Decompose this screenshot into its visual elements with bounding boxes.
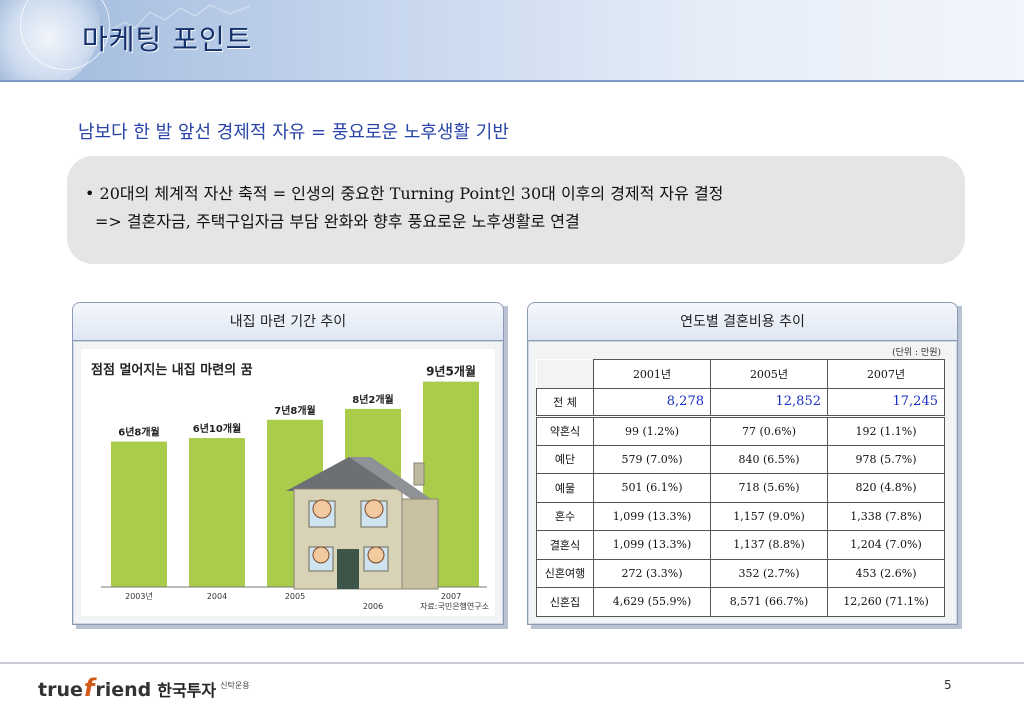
table-cell: 820 (4.8%) bbox=[827, 473, 945, 503]
wedding-cost-panel: 연도별 결혼비용 추이 (단위 : 만원) 2001년 2005년 2007년 … bbox=[527, 302, 958, 625]
row-label: 전 체 bbox=[536, 387, 594, 418]
row-label: 결혼식 bbox=[536, 530, 594, 560]
page-number: 5 bbox=[944, 678, 952, 692]
row-label: 예단 bbox=[536, 444, 594, 474]
table-cell: 1,099 (13.3%) bbox=[593, 530, 711, 560]
x-tick-label: 2007 bbox=[441, 592, 461, 601]
header-band: 마케팅 포인트 bbox=[0, 0, 1024, 82]
total-value: 12,852 bbox=[710, 387, 828, 418]
bar-value-label: 7년8개월 bbox=[274, 404, 316, 417]
year-header: 2001년 bbox=[593, 359, 711, 389]
table-cell: 192 (1.1%) bbox=[827, 416, 945, 446]
callout-line-2: => 결혼자금, 주택구입자금 부담 완화와 향후 풍요로운 노후생활로 연결 bbox=[95, 212, 580, 231]
table-header-row: 2001년 2005년 2007년 bbox=[536, 359, 945, 389]
bar-value-label: 8년2개월 bbox=[352, 393, 394, 406]
table-cell: 501 (6.1%) bbox=[593, 473, 711, 503]
row-label: 신혼여행 bbox=[536, 558, 594, 588]
row-label: 신혼집 bbox=[536, 587, 594, 617]
table-cell: 453 (2.6%) bbox=[827, 558, 945, 588]
x-tick-label: 2003년 bbox=[125, 591, 153, 601]
wedding-cost-table: 2001년 2005년 2007년 전 체 8,278 12,852 17,24… bbox=[536, 359, 945, 617]
callout-line-1: • 20대의 체계적 자산 축적 = 인생의 중요한 Turning Point… bbox=[85, 184, 724, 203]
section-subtitle: 남보다 한 발 앞선 경제적 자유 = 풍요로운 노후생활 기반 bbox=[78, 122, 509, 143]
table-cell: 272 (3.3%) bbox=[593, 558, 711, 588]
table-row: 신혼여행 272 (3.3%) 352 (2.7%) 453 (2.6%) bbox=[536, 558, 945, 588]
table-cell: 1,204 (7.0%) bbox=[827, 530, 945, 560]
table-cell: 77 (0.6%) bbox=[710, 416, 828, 446]
table-cell: 12,260 (71.1%) bbox=[827, 587, 945, 617]
logo-text-true: true bbox=[38, 679, 83, 701]
table-cell: 978 (5.7%) bbox=[827, 444, 945, 474]
year-header: 2007년 bbox=[827, 359, 945, 389]
row-label: 혼수 bbox=[536, 501, 594, 531]
table-cell: 1,157 (9.0%) bbox=[710, 501, 828, 531]
page-title: 마케팅 포인트 bbox=[82, 23, 253, 56]
chart-bar bbox=[189, 438, 245, 587]
table-row: 결혼식 1,099 (13.3%) 1,137 (8.8%) 1,204 (7.… bbox=[536, 530, 945, 560]
table-cell: 1,099 (13.3%) bbox=[593, 501, 711, 531]
footer-divider bbox=[0, 662, 1024, 664]
callout-box: • 20대의 체계적 자산 축적 = 인생의 중요한 Turning Point… bbox=[67, 156, 965, 264]
table-cell: 1,137 (8.8%) bbox=[710, 530, 828, 560]
row-label: 약혼식 bbox=[536, 416, 594, 446]
table-panel-title: 연도별 결혼비용 추이 bbox=[528, 303, 957, 341]
table-cell: 840 (6.5%) bbox=[710, 444, 828, 474]
chart-title: 점점 멀어지는 내집 마련의 꿈 bbox=[91, 363, 253, 378]
table-row: 예단 579 (7.0%) 840 (6.5%) 978 (5.7%) bbox=[536, 444, 945, 474]
house-illustration bbox=[286, 457, 439, 590]
chart-panel-body: 점점 멀어지는 내집 마련의 꿈 bbox=[73, 341, 503, 624]
table-row: 혼수 1,099 (13.3%) 1,157 (9.0%) 1,338 (7.8… bbox=[536, 501, 945, 531]
chart-bar bbox=[111, 441, 167, 587]
unit-label: (단위 : 만원) bbox=[892, 348, 941, 358]
stock-chart-graphic bbox=[110, 4, 250, 31]
home-buying-period-panel: 내집 마련 기간 추이 점점 멀어지는 내집 마련의 꿈 bbox=[72, 302, 504, 625]
logo-text-f: f bbox=[83, 674, 95, 702]
bar-chart: 2003년 2004 2005 2006 2007 6년8개월 6년10개월 7년8개월 8년… bbox=[101, 364, 487, 611]
chart-panel-title: 내집 마련 기간 추이 bbox=[73, 303, 503, 341]
company-logo: true f riend 한국투자 신탁운용 bbox=[38, 674, 250, 702]
table-row: 예물 501 (6.1%) 718 (5.6%) 820 (4.8%) bbox=[536, 473, 945, 503]
table-cell: 1,338 (7.8%) bbox=[827, 501, 945, 531]
table-cell: 8,571 (66.7%) bbox=[710, 587, 828, 617]
table-corner-cell bbox=[536, 359, 594, 389]
table-cell: 579 (7.0%) bbox=[593, 444, 711, 474]
total-value: 8,278 bbox=[593, 387, 711, 418]
bar-value-label: 6년8개월 bbox=[118, 426, 160, 439]
logo-korean-name: 한국투자 bbox=[157, 681, 217, 700]
table-total-row: 전 체 8,278 12,852 17,245 bbox=[536, 387, 945, 418]
x-tick-label: 2004 bbox=[207, 592, 227, 601]
bar-value-label: 9년5개월 bbox=[426, 364, 476, 379]
table-cell: 4,629 (55.9%) bbox=[593, 587, 711, 617]
x-tick-label: 2005 bbox=[285, 592, 305, 601]
logo-text-riend: riend bbox=[95, 679, 152, 701]
row-label: 예물 bbox=[536, 473, 594, 503]
year-header: 2005년 bbox=[710, 359, 828, 389]
table-cell: 718 (5.6%) bbox=[710, 473, 828, 503]
logo-subname: 신탁운용 bbox=[220, 681, 250, 690]
table-cell: 352 (2.7%) bbox=[710, 558, 828, 588]
chart-source: 자료:국민은행연구소 bbox=[420, 602, 489, 611]
total-value: 17,245 bbox=[827, 387, 945, 418]
table-panel-body: (단위 : 만원) 2001년 2005년 2007년 전 체 8,278 12… bbox=[528, 341, 957, 624]
bar-value-label: 6년10개월 bbox=[193, 422, 241, 435]
x-tick-label: 2006 bbox=[363, 602, 383, 611]
chart-area: 점점 멀어지는 내집 마련의 꿈 bbox=[81, 349, 495, 616]
table-row: 신혼집 4,629 (55.9%) 8,571 (66.7%) 12,260 (… bbox=[536, 587, 945, 617]
table-cell: 99 (1.2%) bbox=[593, 416, 711, 446]
table-row: 약혼식 99 (1.2%) 77 (0.6%) 192 (1.1%) bbox=[536, 416, 945, 446]
